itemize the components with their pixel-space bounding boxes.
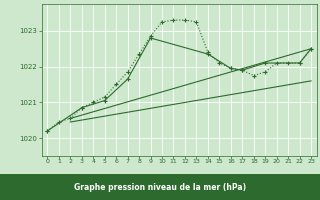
Text: Graphe pression niveau de la mer (hPa): Graphe pression niveau de la mer (hPa) (74, 187, 246, 196)
Text: Graphe pression niveau de la mer (hPa): Graphe pression niveau de la mer (hPa) (74, 182, 246, 192)
